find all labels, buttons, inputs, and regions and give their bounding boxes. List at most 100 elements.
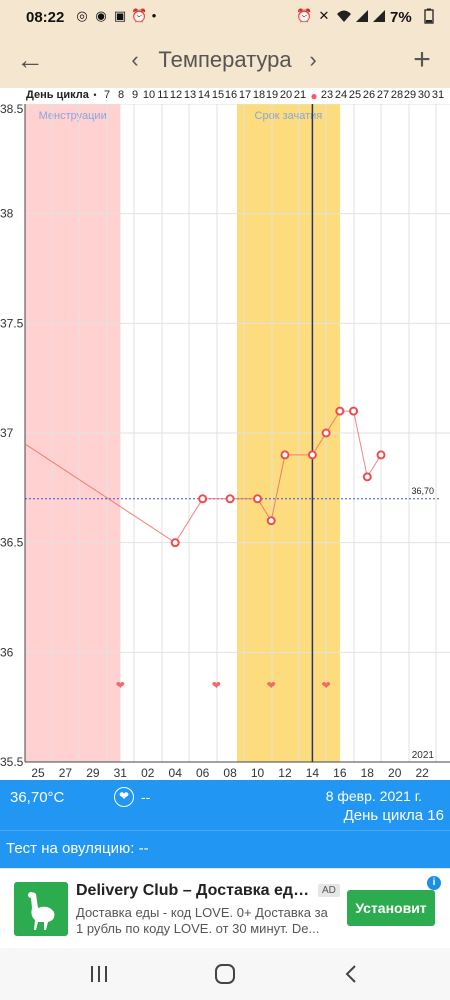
- cycle-day-number: 23: [320, 89, 334, 101]
- info-icon[interactable]: i: [427, 876, 441, 890]
- chart-x-tick-label: 20: [388, 766, 402, 780]
- cycle-day-number: 27: [376, 89, 390, 101]
- recent-apps-icon: [91, 966, 107, 982]
- heart-value: --: [141, 789, 151, 805]
- signal-icon: [354, 8, 370, 24]
- cycle-day-number: 7: [103, 89, 111, 101]
- chart-x-tick-label: 25: [31, 766, 45, 780]
- chart-x-tick-label: 18: [361, 766, 375, 780]
- chart-cover-line-label: 36,70: [411, 486, 434, 496]
- chart-data-point: [280, 450, 290, 460]
- cycle-day-number: 17: [238, 89, 252, 101]
- heart-icon[interactable]: ❤: [114, 787, 134, 807]
- chevron-left-icon: ‹: [131, 47, 139, 72]
- cycle-day-number: 31: [431, 89, 445, 101]
- heart-icon: ❤: [322, 679, 331, 692]
- ovulation-test-text: Тест на овуляцию: --: [6, 840, 149, 857]
- cycle-day-number: 13: [183, 89, 197, 101]
- chart-y-tick-label: 35.5: [0, 755, 24, 769]
- chart-x-tick-label: 02: [141, 766, 155, 780]
- cycle-day-number: 30: [417, 89, 431, 101]
- chart-x-tick-label: 04: [169, 766, 183, 780]
- system-nav-bar: [0, 948, 450, 1000]
- dot-icon: •: [151, 8, 157, 23]
- chart-x-tick-label: 08: [223, 766, 237, 780]
- add-entry-button[interactable]: +: [402, 40, 442, 80]
- chart-data-point: [225, 494, 235, 504]
- cycle-day-number: 20: [279, 89, 293, 101]
- recent-apps-button[interactable]: [79, 958, 119, 990]
- chart-zone-label: Менструации: [39, 110, 107, 122]
- chart-x-tick-label: 12: [278, 766, 292, 780]
- cycle-day-number: 11: [157, 89, 169, 101]
- cycle-day-number: 26: [362, 89, 376, 101]
- chart-canvas: Менструации Срок зачатия 38.5 38 37.5 37 36.5 3…: [0, 104, 450, 780]
- wifi-icon: [336, 8, 352, 24]
- ad-banner[interactable]: Delivery Club – Доставка еды и продуктов…: [0, 868, 450, 948]
- ovulation-dot-icon: ●: [310, 89, 318, 103]
- ad-description[interactable]: Доставка еды - код LOVE. 0+ Доставка за …: [76, 905, 328, 936]
- chart-data-point: [335, 406, 345, 416]
- back-button[interactable]: ←: [10, 40, 50, 80]
- cycle-row-dot-marker: •: [93, 90, 97, 100]
- cycle-day-row: День цикла • 7 8 9 10 11 12 13 14 15 16 17 18 19 20 21…: [0, 88, 450, 104]
- mute-icon: ✕: [318, 8, 330, 23]
- back-nav-button[interactable]: [331, 958, 371, 990]
- chart-data-point: [198, 494, 208, 504]
- ostrich-icon[interactable]: [14, 882, 68, 936]
- chart-y-tick-label: 38: [0, 207, 14, 221]
- chart-data-point: [376, 450, 386, 460]
- chart-x-tick-label: 14: [306, 766, 320, 780]
- back-icon: [345, 965, 356, 983]
- cycle-day-number: 24: [334, 89, 348, 101]
- alarm-icon: ⏰: [131, 8, 148, 23]
- chart-y-tick-label: 36.5: [0, 536, 24, 550]
- cycle-day-number: 8: [117, 89, 125, 101]
- chart-y-tick-label: 37: [0, 426, 14, 440]
- chart-x-tick-label: 10: [251, 766, 265, 780]
- chart-x-tick-label: 27: [59, 766, 73, 780]
- cycle-day-number: 14: [197, 89, 211, 101]
- temperature-chart[interactable]: Менструации Срок зачатия 38.5 38 37.5 37 36.5 3…: [0, 104, 450, 780]
- plus-icon: +: [413, 43, 431, 76]
- chart-data-point: [266, 516, 276, 526]
- cycle-day-number: 29: [403, 89, 417, 101]
- chart-y-tick-label: 36: [0, 645, 14, 659]
- alarm-off-icon: ⏰: [296, 8, 313, 23]
- chart-x-tick-label: 31: [114, 766, 128, 780]
- cycle-day-number: 9: [131, 89, 139, 101]
- chart-x-tick-label: 29: [86, 766, 100, 780]
- ring-icon: ◎: [76, 8, 88, 23]
- status-bar: 08:22 ◎ ◉ ▣ ⏰ • ⏰ ✕ 7%: [0, 0, 450, 34]
- chart-data-point: [170, 538, 180, 548]
- chart-data-point: [362, 472, 372, 482]
- chart-zone-label: Срок зачатия: [255, 110, 323, 122]
- cycle-day-label: День цикла: [26, 89, 89, 101]
- status-time: 08:22: [26, 9, 65, 26]
- chart-year-label: 2021: [412, 750, 435, 761]
- chart-x-tick-label: 22: [415, 766, 429, 780]
- image-icon: ▣: [113, 8, 127, 23]
- selected-temperature: 36,70°C: [10, 789, 65, 806]
- day-info-bar[interactable]: 36,70°C ❤ -- 8 февр. 2021 г. День цикла …: [0, 780, 450, 830]
- arrow-left-icon: ←: [16, 44, 44, 75]
- home-button[interactable]: [205, 958, 245, 990]
- cycle-day-number: 10: [142, 89, 156, 101]
- heart-icon: ❤: [267, 679, 276, 692]
- next-period-button[interactable]: ›: [302, 42, 324, 78]
- ad-title[interactable]: Delivery Club – Доставка еды и продуктов: [76, 882, 312, 899]
- chart-y-tick-label: 38.5: [0, 104, 24, 116]
- previous-period-button[interactable]: ‹: [124, 42, 146, 78]
- ovulation-test-bar[interactable]: Тест на овуляцию: --: [0, 830, 450, 868]
- cycle-day-number: 15: [211, 89, 225, 101]
- cycle-day-number: 25: [348, 89, 362, 101]
- cycle-day-number: 18: [252, 89, 266, 101]
- cycle-day-number: 12: [169, 89, 183, 101]
- chart-data-point: [307, 450, 317, 460]
- install-button[interactable]: Установит: [347, 890, 435, 926]
- heart-icon: ❤: [116, 679, 125, 692]
- battery-icon: [424, 8, 434, 24]
- chart-data-point: [253, 494, 263, 504]
- cycle-day-number: 19: [265, 89, 279, 101]
